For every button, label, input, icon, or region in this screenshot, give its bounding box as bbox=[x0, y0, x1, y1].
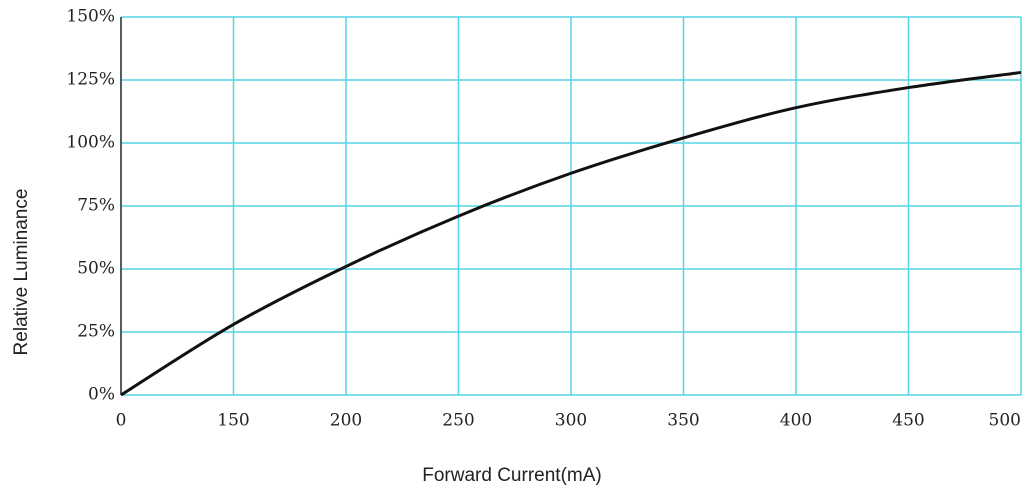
x-tick-label: 350 bbox=[667, 411, 699, 431]
x-tick-label: 450 bbox=[892, 411, 924, 431]
y-tick-label: 25% bbox=[77, 322, 115, 342]
y-axis-label: Relative Luminance bbox=[11, 189, 32, 356]
y-tick-label: 150% bbox=[66, 7, 115, 27]
x-tick-label: 150 bbox=[217, 411, 249, 431]
x-tick-label: 300 bbox=[555, 411, 587, 431]
y-tick-label: 0% bbox=[88, 385, 115, 405]
x-axis-label: Forward Current(mA) bbox=[422, 465, 601, 486]
y-tick-label: 50% bbox=[77, 259, 115, 279]
x-tick-label: 400 bbox=[780, 411, 812, 431]
x-tick-label: 250 bbox=[442, 411, 474, 431]
x-tick-label: 500 bbox=[989, 411, 1021, 431]
y-tick-label: 75% bbox=[77, 196, 115, 216]
x-tick-label: 200 bbox=[330, 411, 362, 431]
x-tick-label: 0 bbox=[116, 411, 127, 431]
line bbox=[120, 70, 1022, 397]
y-tick-label: 125% bbox=[66, 70, 115, 90]
y-tick-label: 100% bbox=[66, 133, 115, 153]
